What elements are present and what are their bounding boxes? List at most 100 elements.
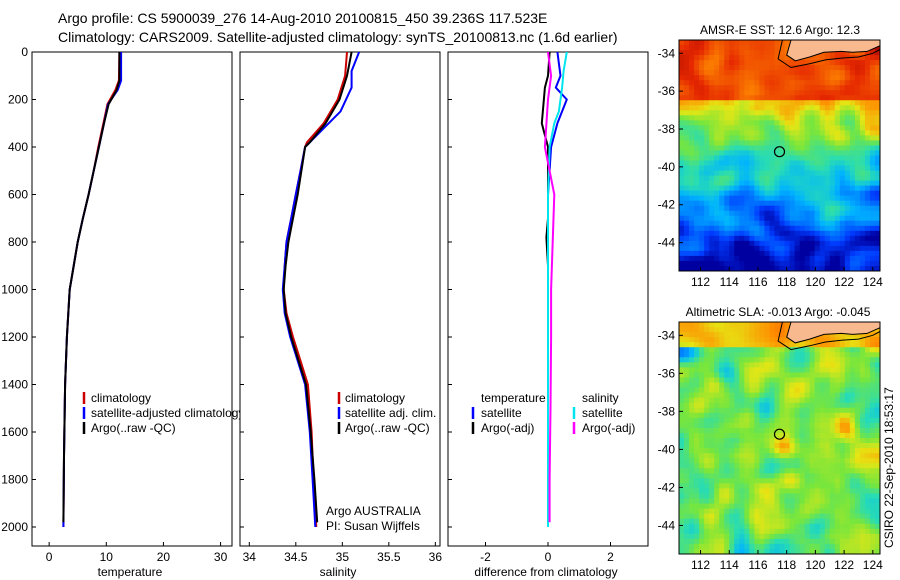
field-cell bbox=[734, 255, 740, 262]
field-cell bbox=[849, 392, 856, 399]
field-cell bbox=[869, 352, 876, 358]
field-cell bbox=[724, 468, 730, 474]
field-cell bbox=[789, 215, 796, 222]
argo-position-marker bbox=[773, 146, 786, 158]
field-cell bbox=[824, 548, 831, 554]
field-cell bbox=[719, 50, 725, 56]
field-cell bbox=[839, 60, 846, 66]
field-cell bbox=[689, 357, 695, 363]
field-cell bbox=[714, 90, 720, 96]
field-cell bbox=[774, 337, 781, 343]
field-cell bbox=[814, 488, 821, 495]
field-cell bbox=[824, 498, 831, 505]
field-cell bbox=[699, 170, 705, 177]
field-cell bbox=[799, 538, 806, 545]
field-cell bbox=[754, 327, 761, 333]
field-cell bbox=[774, 120, 781, 126]
field-cell bbox=[839, 397, 846, 404]
field-cell bbox=[859, 387, 866, 394]
field-cell bbox=[774, 548, 781, 554]
field-cell bbox=[704, 245, 710, 252]
field-cell bbox=[719, 538, 725, 545]
field-cell bbox=[699, 210, 705, 217]
field-cell bbox=[864, 548, 871, 554]
y-tick-label: 400 bbox=[8, 140, 28, 154]
field-cell bbox=[774, 377, 781, 384]
field-cell bbox=[824, 528, 831, 535]
field-cell bbox=[794, 417, 801, 424]
field-cell bbox=[739, 110, 745, 116]
field-cell bbox=[704, 215, 710, 222]
field-cell bbox=[689, 240, 695, 247]
field-cell bbox=[814, 528, 821, 535]
field-cell bbox=[724, 498, 730, 505]
field-cell bbox=[854, 337, 861, 343]
field-cell bbox=[874, 468, 880, 474]
field-cell bbox=[804, 240, 811, 247]
field-cell bbox=[839, 190, 846, 197]
field-cell bbox=[754, 265, 761, 271]
lat-tick-label: -36 bbox=[658, 366, 676, 380]
field-cell bbox=[699, 493, 705, 500]
field-cell bbox=[704, 478, 710, 484]
field-cell bbox=[714, 235, 720, 242]
field-cell bbox=[814, 382, 821, 389]
field-cell bbox=[724, 230, 730, 237]
field-cell bbox=[794, 513, 801, 520]
field-cell bbox=[864, 543, 871, 550]
field-cell bbox=[704, 250, 710, 257]
field-cell bbox=[854, 245, 861, 252]
field-cell bbox=[814, 402, 821, 409]
field-cell bbox=[704, 85, 710, 91]
field-cell bbox=[854, 265, 861, 271]
field-cell bbox=[684, 75, 690, 81]
field-cell bbox=[874, 115, 880, 121]
field-cell bbox=[784, 347, 791, 353]
field-cell bbox=[869, 165, 876, 172]
field-cell bbox=[699, 200, 705, 207]
field-cell bbox=[714, 40, 720, 46]
field-cell bbox=[749, 185, 755, 192]
field-cell bbox=[819, 438, 826, 444]
field-cell bbox=[874, 255, 880, 262]
field-cell bbox=[824, 240, 831, 247]
field-cell bbox=[739, 322, 745, 328]
field-cell bbox=[759, 453, 766, 459]
field-cell bbox=[799, 377, 806, 384]
field-cell bbox=[719, 170, 725, 177]
field-cell bbox=[719, 265, 725, 271]
field-cell bbox=[829, 220, 836, 227]
field-cell bbox=[819, 240, 826, 247]
field-cell bbox=[864, 80, 871, 86]
field-cell bbox=[829, 80, 836, 86]
field-cell bbox=[704, 538, 710, 545]
field-cell bbox=[709, 120, 715, 126]
field-cell bbox=[784, 105, 791, 111]
field-cell bbox=[739, 115, 745, 121]
field-cell bbox=[719, 40, 725, 46]
field-cell bbox=[844, 362, 851, 368]
field-cell bbox=[699, 160, 705, 167]
field-cell bbox=[874, 523, 880, 530]
y-tick-label: 1800 bbox=[1, 473, 28, 487]
field-cell bbox=[809, 125, 816, 131]
field-cell bbox=[779, 175, 786, 182]
field-cell bbox=[819, 417, 826, 424]
field-cell bbox=[834, 483, 841, 490]
field-cell bbox=[704, 110, 710, 116]
field-cell bbox=[734, 488, 740, 495]
field-cell bbox=[789, 427, 796, 434]
field-cell bbox=[739, 458, 745, 464]
field-cell bbox=[709, 468, 715, 474]
field-cell bbox=[714, 478, 720, 484]
field-cell bbox=[844, 110, 851, 116]
field-cell bbox=[684, 210, 690, 217]
field-cell bbox=[759, 513, 766, 520]
field-cell bbox=[849, 260, 856, 267]
field-cell bbox=[754, 160, 761, 167]
field-cell bbox=[814, 548, 821, 554]
field-cell bbox=[784, 382, 791, 389]
field-cell bbox=[769, 432, 776, 439]
field-cell bbox=[719, 523, 725, 530]
field-cell bbox=[864, 130, 871, 137]
